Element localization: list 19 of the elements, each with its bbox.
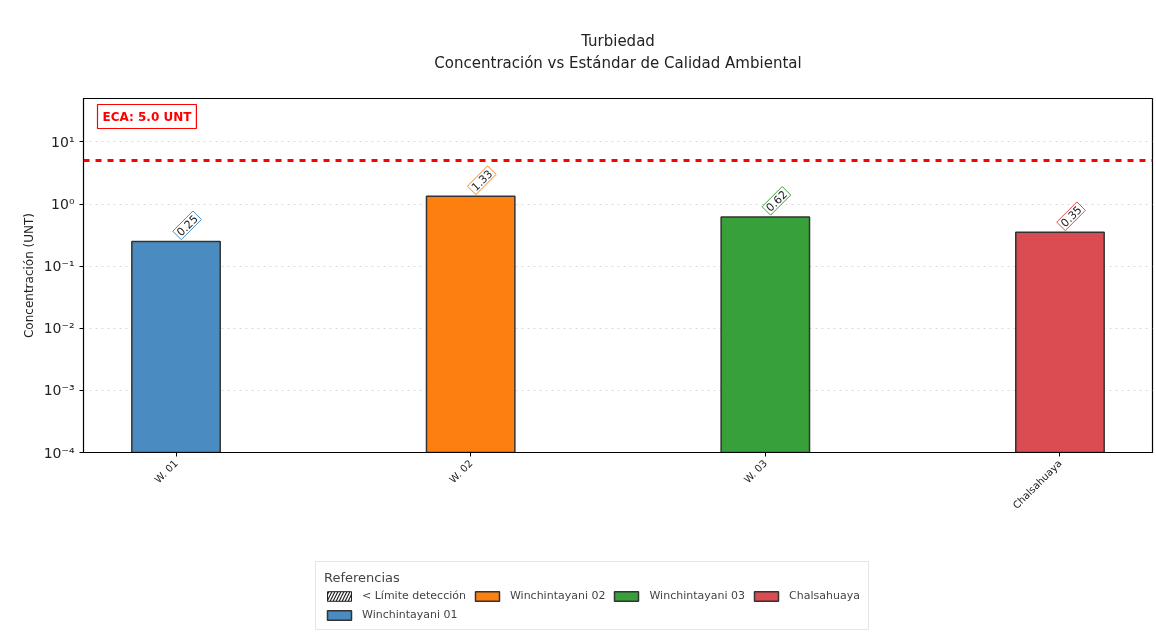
chart-subtitle: Concentración vs Estándar de Calidad Ambiental bbox=[434, 53, 802, 72]
legend-label: Winchintayani 03 bbox=[649, 589, 746, 602]
legend-label: Winchintayani 02 bbox=[509, 589, 606, 602]
x-tick-label: W. 01 bbox=[152, 457, 180, 486]
y-tick-label: 10⁻² bbox=[43, 320, 75, 337]
x-tick-label: W. 03 bbox=[741, 457, 770, 486]
x-tick-label: W. 02 bbox=[447, 457, 475, 486]
legend-title: Referencias bbox=[324, 570, 401, 585]
y-tick-label: 10⁻¹ bbox=[43, 258, 75, 275]
ref-line-label: ECA: 5.0 UNT bbox=[102, 109, 193, 124]
y-tick-label: 10⁻³ bbox=[43, 382, 75, 399]
chart-title: Turbiedad bbox=[580, 31, 655, 50]
legend-label: Chalsahuaya bbox=[789, 589, 860, 602]
y-axis-title: Concentración (UNT) bbox=[21, 212, 36, 339]
legend-label: < Límite detección bbox=[362, 589, 466, 602]
y-tick-label: 10¹ bbox=[51, 133, 75, 150]
y-tick-label: 10⁻⁴ bbox=[43, 444, 75, 461]
legend-label: Winchintayani 01 bbox=[362, 608, 458, 621]
y-tick-label: 10⁰ bbox=[51, 196, 75, 213]
